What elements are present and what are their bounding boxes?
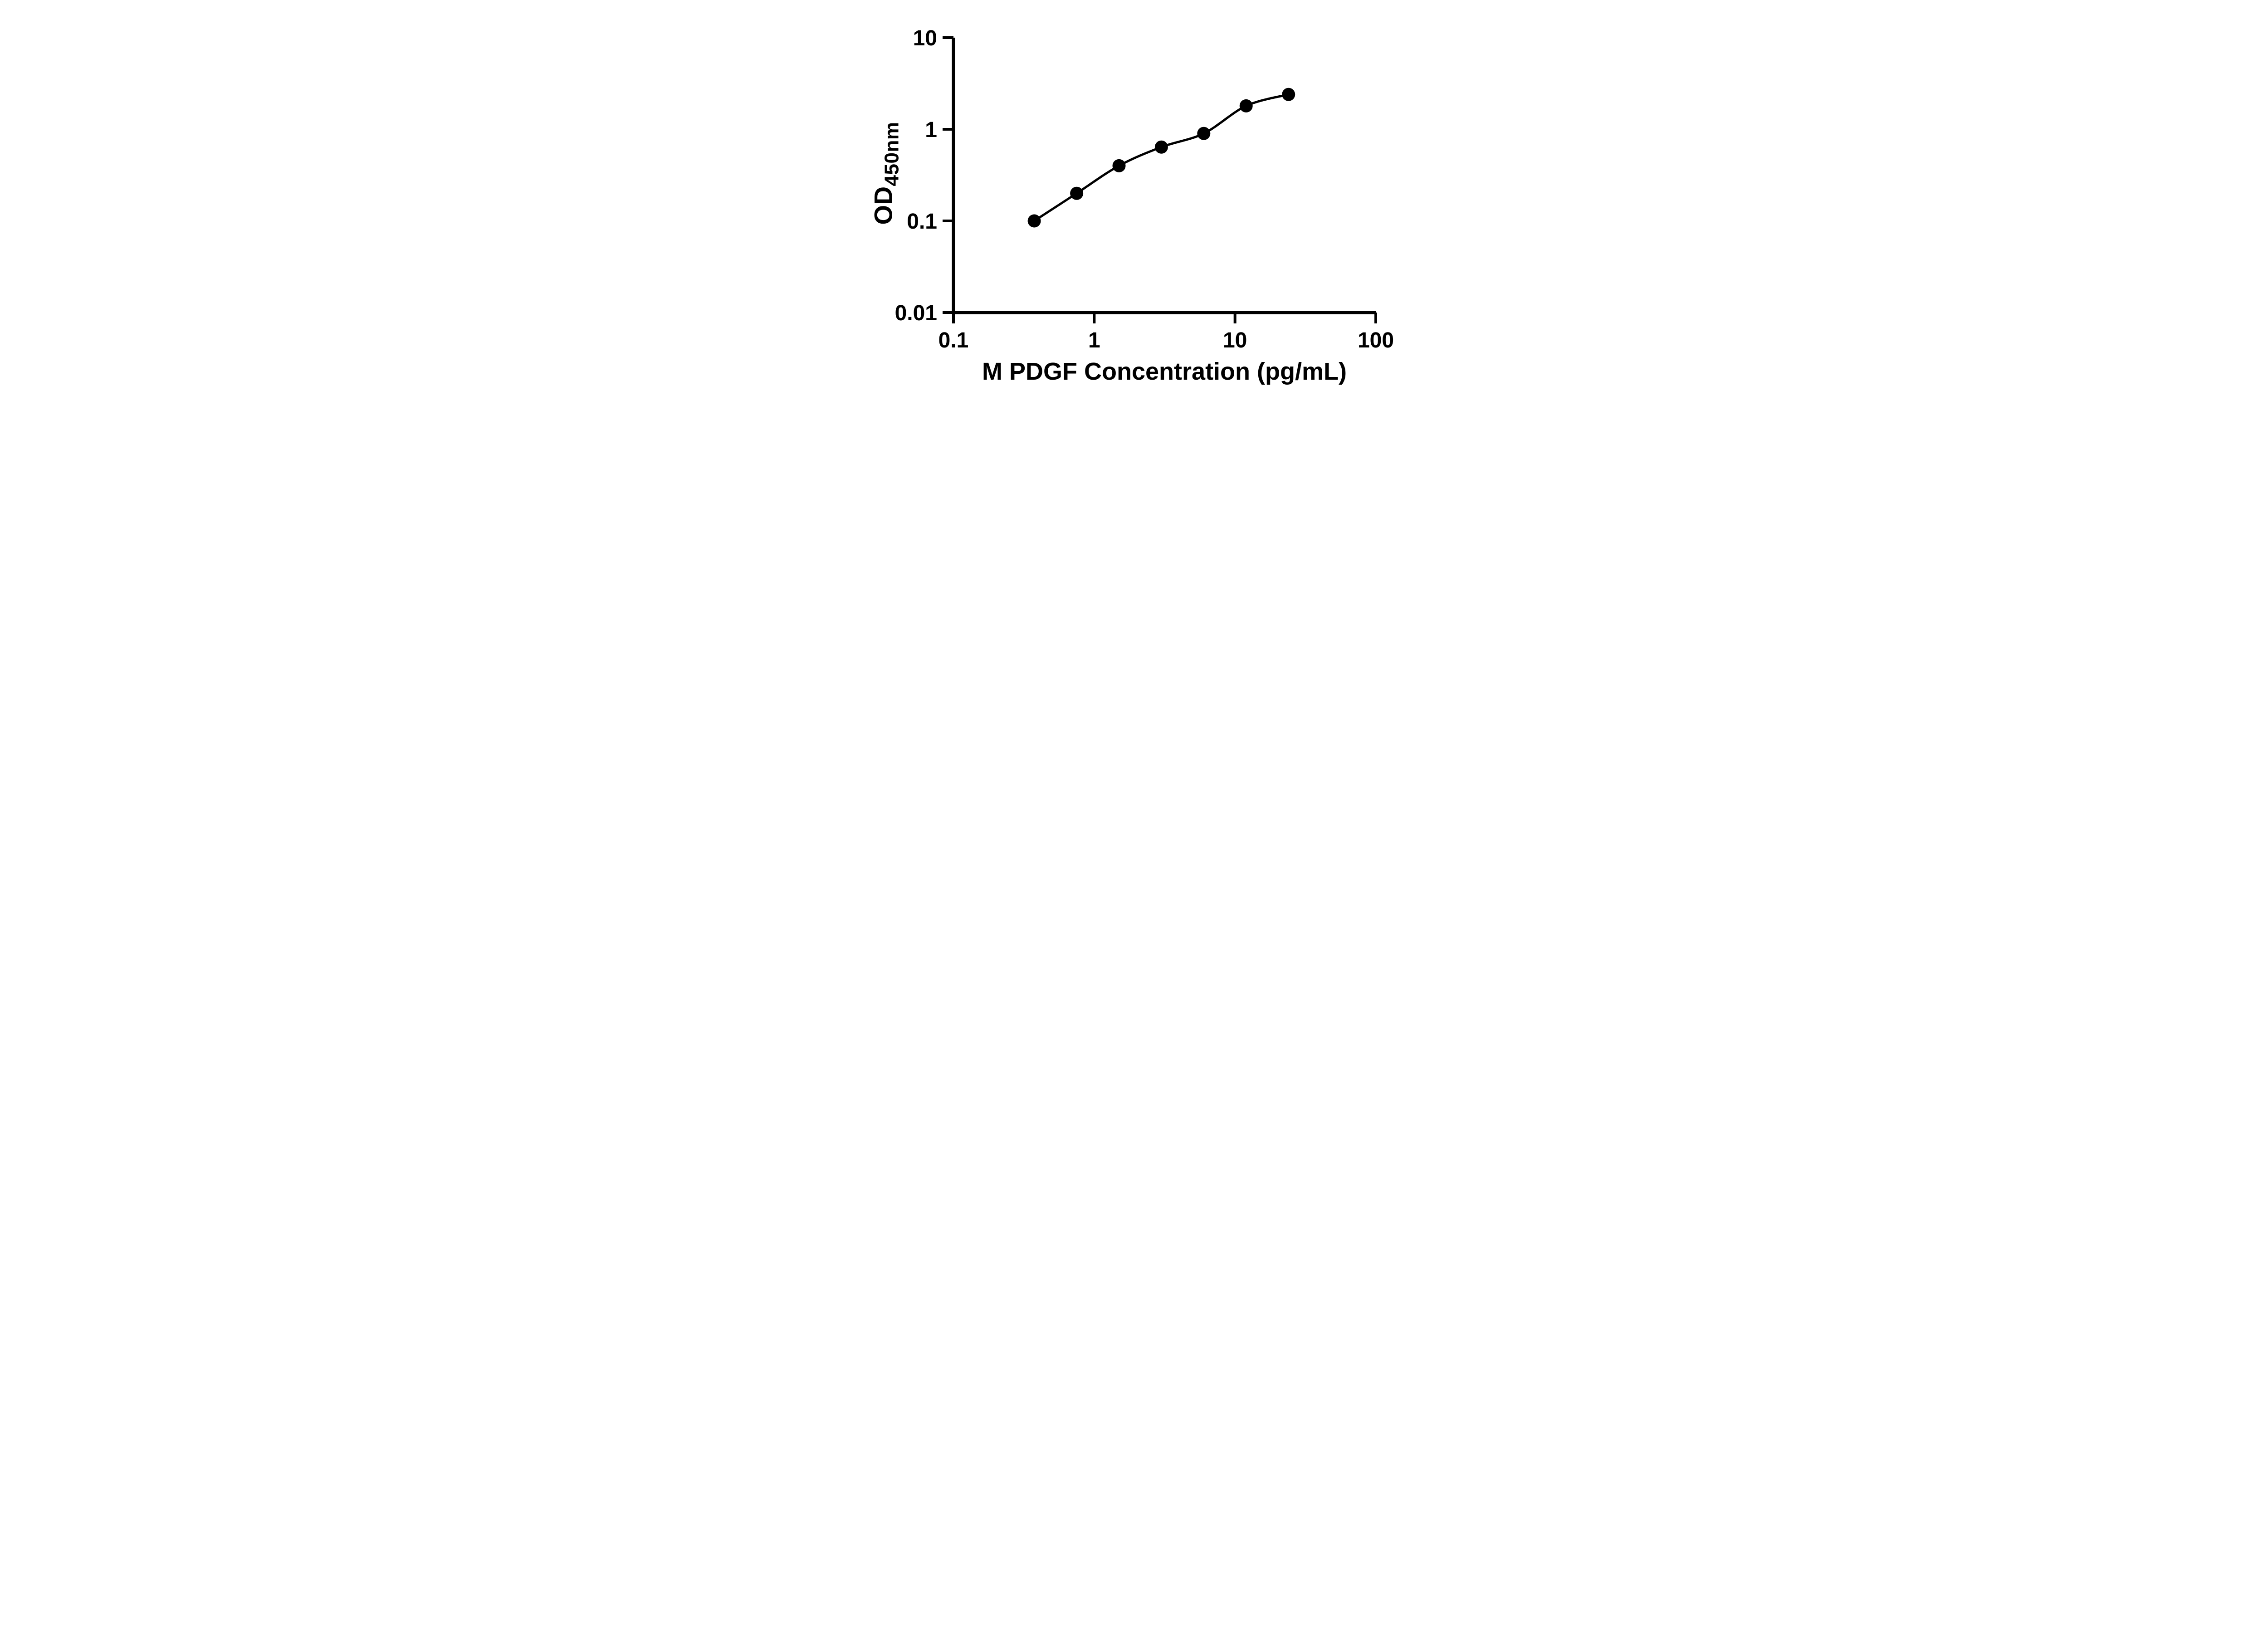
elisa-standard-curve-figure: 0.1 1 10 100 0.01 0.1 1 10 OD450nm M PDGF Conce… — [842, 0, 1426, 408]
y-axis-tick-label: 1 — [925, 118, 937, 142]
data-point-marker — [1154, 140, 1168, 154]
y-axis-tick-label: 10 — [913, 26, 937, 50]
y-axis-tick-label: 0.1 — [907, 210, 937, 234]
fit-curve — [1033, 93, 1290, 222]
y-axis-tick-label: 0.01 — [894, 301, 937, 325]
data-point-marker — [1070, 186, 1083, 200]
y-axis-title: OD450nm — [868, 122, 903, 225]
x-axis-tick-label: 1 — [1088, 328, 1100, 352]
data-point-marker — [1112, 159, 1125, 172]
data-point-marker — [1239, 99, 1253, 112]
y-axis-title-subscript: 450nm — [880, 122, 903, 186]
x-axis-tick-label: 0.1 — [938, 328, 968, 352]
x-axis-title: M PDGF Concentration (pg/mL) — [982, 358, 1347, 385]
axes-frame — [952, 38, 1376, 314]
data-point-marker — [1027, 214, 1041, 228]
x-axis-tick-label: 100 — [1357, 328, 1393, 352]
x-axis-tick-label: 10 — [1222, 328, 1246, 352]
data-point-marker — [1197, 127, 1210, 140]
data-point-marker — [1281, 88, 1295, 101]
y-axis-title-base: OD — [869, 186, 897, 225]
